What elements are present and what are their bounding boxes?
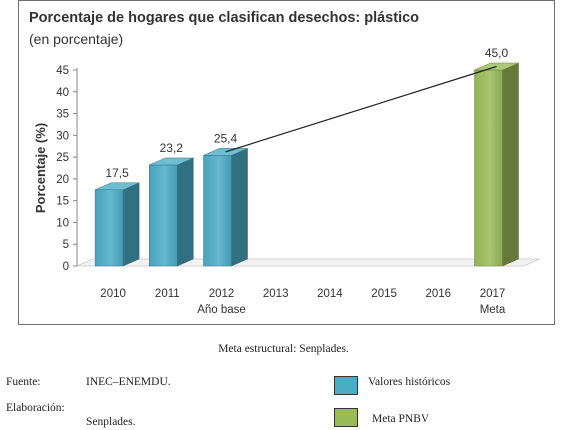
y-axis-title: Porcentaje (%) [33, 123, 48, 213]
y-tick-label: 0 [63, 261, 69, 273]
x-tick-label: 2014 [317, 288, 343, 300]
bar-chart: 0 5 10 15 20 25 30 35 40 45 Porcentaje (%) 2010 2011… [33, 46, 540, 316]
chart-subtitle: (en porcentaje) [29, 31, 124, 47]
bar-side [177, 157, 194, 267]
y-tick-label: 35 [56, 109, 69, 121]
authorship-label: Elaboración: [6, 402, 65, 414]
chart-floor [76, 258, 540, 267]
y-tick-label: 25 [56, 152, 69, 164]
bar [94, 189, 124, 267]
chart-frame: Porcentaje de hogares que clasifican des… [18, 0, 555, 325]
x-tick-label: 2010 [100, 288, 126, 300]
trend-line [225, 65, 497, 153]
x-sublabel: Meta [480, 304, 506, 316]
bar-side [122, 182, 140, 267]
bar-side [502, 62, 519, 267]
legend-meta-swatch [334, 408, 358, 427]
bar [149, 164, 178, 267]
chart-caption: Meta estructural: Senplades. [218, 343, 349, 355]
chart-title: Porcentaje de hogares que clasifican des… [29, 10, 420, 26]
x-tick-label: 2016 [426, 288, 452, 300]
y-tick-label: 30 [56, 130, 69, 142]
bar-top [203, 148, 248, 156]
bar-side [231, 147, 248, 267]
y-tick-label: 5 [63, 239, 69, 251]
bar [203, 155, 232, 267]
data-label: 17,5 [105, 166, 129, 180]
legend-historic-label: Valores históricos [368, 376, 451, 388]
x-tick-label: 2017 [480, 288, 506, 300]
bar-top [149, 157, 194, 166]
x-tick-label: 2015 [371, 288, 397, 300]
y-tick-label: 15 [56, 196, 69, 208]
y-tick-label: 20 [56, 174, 69, 186]
y-tick-label: 45 [56, 65, 69, 77]
legend-meta-label: Meta PNBV [372, 413, 430, 425]
x-tick-label: 2013 [263, 288, 289, 300]
y-tick-label: 10 [56, 217, 69, 229]
bar [474, 69, 503, 267]
y-tick-label: 40 [56, 87, 69, 99]
bar-top [94, 182, 140, 191]
data-label: 25,4 [214, 131, 238, 145]
source-label: Fuente: [6, 376, 41, 388]
source-value: INEC–ENEMDU. [86, 376, 171, 388]
data-label: 23,2 [160, 141, 184, 155]
x-sublabel: Año base [197, 304, 246, 316]
x-tick-label: 2011 [155, 288, 180, 300]
data-label: 45,0 [485, 46, 509, 60]
authorship-value: Senplades. [86, 416, 136, 428]
legend-historic-swatch [334, 376, 358, 395]
x-tick-label: 2012 [209, 288, 235, 300]
